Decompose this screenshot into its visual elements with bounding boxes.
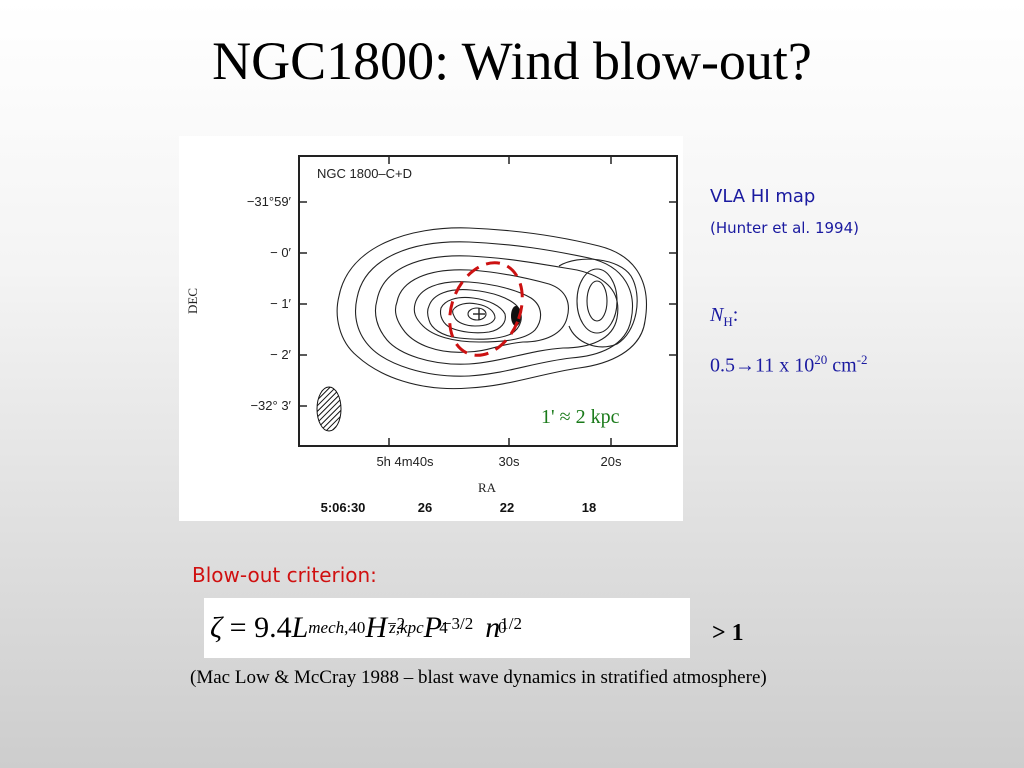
- criterion-threshold: > 1: [712, 620, 744, 646]
- plot-frame: [298, 155, 678, 447]
- nh-exponent: 20: [814, 352, 828, 367]
- dec-tick: −31°59′: [247, 194, 292, 209]
- map-title: VLA HI map: [710, 186, 816, 207]
- arrow-icon: →: [735, 354, 755, 377]
- contour-map-svg: NGC 1800–C+D: [185, 155, 678, 515]
- overlay-tick: 22: [500, 500, 514, 515]
- hi-contour-map: NGC 1800–C+D: [179, 136, 683, 521]
- hi-contours: [336, 227, 647, 390]
- dec-tick: − 1′: [270, 296, 291, 311]
- overlay-tick: 26: [418, 500, 432, 515]
- overlay-tick: 18: [582, 500, 596, 515]
- nh-range-prefix: 0.5: [710, 354, 735, 377]
- ra-tick: 20s: [601, 454, 622, 469]
- overlay-tick: 5:06:30: [321, 500, 366, 515]
- nh-symbol: N: [710, 304, 724, 326]
- dec-axis-label: DEC: [185, 288, 200, 314]
- frame-ticks: [299, 156, 677, 446]
- center-marker: [473, 308, 485, 320]
- panel-label: NGC 1800–C+D: [317, 166, 412, 181]
- column-density-label: NH:: [710, 304, 738, 330]
- slide-title: NGC1800: Wind blow-out?: [212, 31, 812, 91]
- dec-tick: − 0′: [270, 245, 291, 260]
- nh-unit-exponent: -2: [856, 352, 868, 367]
- column-density-range: 0.5→11 x 1020 cm-2: [710, 352, 868, 378]
- beam-ellipse: [316, 386, 342, 432]
- criterion-title: Blow-out criterion:: [192, 563, 377, 587]
- map-credit: (Hunter et al. 1994): [710, 219, 859, 237]
- criterion-reference: (Mac Low & McCray 1988 – blast wave dyna…: [190, 667, 767, 688]
- dec-tick: −32° 3′: [250, 398, 291, 413]
- ra-tick: 5h 4m40s: [376, 454, 434, 469]
- nh-colon: :: [732, 304, 739, 326]
- scale-bar-label: 1' ≈ 2 kpc: [541, 406, 620, 428]
- ra-axis-label: RA: [478, 480, 497, 495]
- ra-tick: 30s: [499, 454, 520, 469]
- dark-clump: [511, 306, 521, 326]
- nh-subscript: H: [723, 314, 733, 329]
- nh-unit: cm: [827, 354, 857, 377]
- blowout-highlight-ellipse: [448, 261, 524, 357]
- nh-range-mid: 11 x 10: [755, 354, 815, 377]
- dec-tick: − 2′: [270, 347, 291, 362]
